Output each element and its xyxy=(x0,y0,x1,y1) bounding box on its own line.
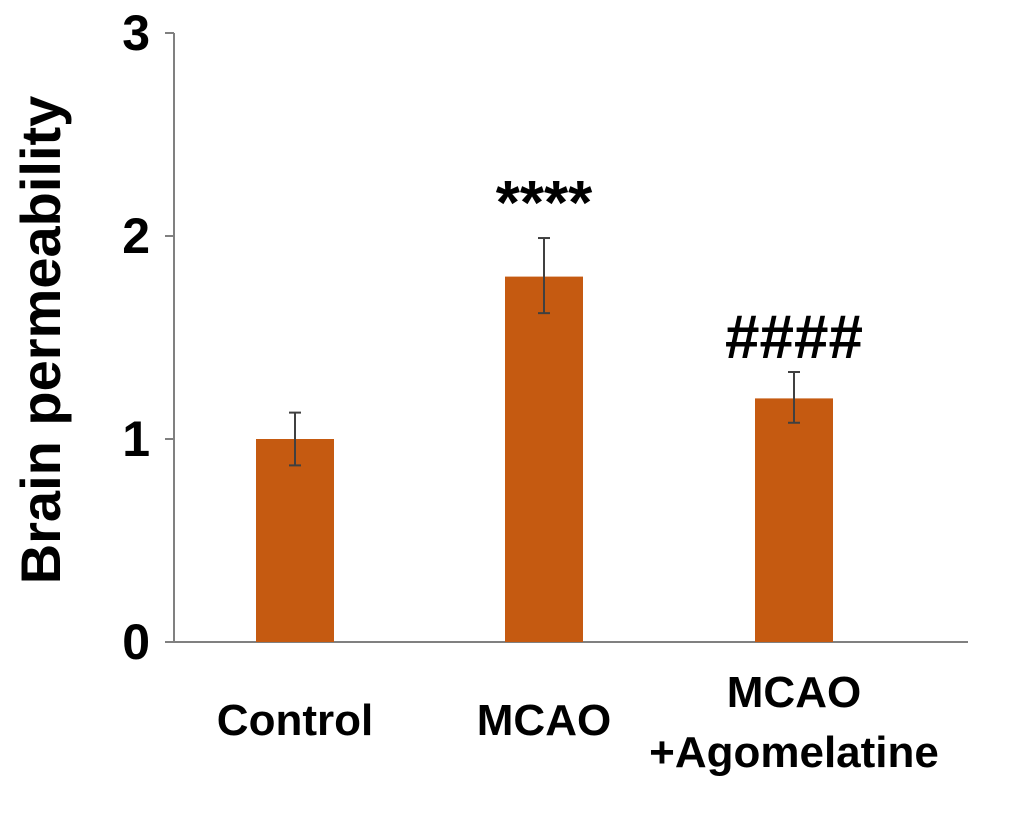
y-tick-label: 2 xyxy=(122,208,150,264)
y-tick-label: 3 xyxy=(122,5,150,61)
y-tick-label: 1 xyxy=(122,411,150,467)
y-axis-title: Brain permeability xyxy=(9,96,72,585)
category-label: +Agomelatine xyxy=(649,728,939,777)
y-tick-label: 0 xyxy=(122,614,150,670)
data-marks: Control **** MCAO #### MCAO +Agomelatine xyxy=(217,169,939,777)
category-label: Control xyxy=(217,696,373,745)
significance-label: **** xyxy=(496,169,593,238)
bar xyxy=(256,439,334,642)
category-label: MCAO xyxy=(727,668,861,717)
significance-label: #### xyxy=(725,303,863,372)
bar xyxy=(755,398,833,642)
bar xyxy=(505,276,583,642)
category-label: MCAO xyxy=(477,696,611,745)
